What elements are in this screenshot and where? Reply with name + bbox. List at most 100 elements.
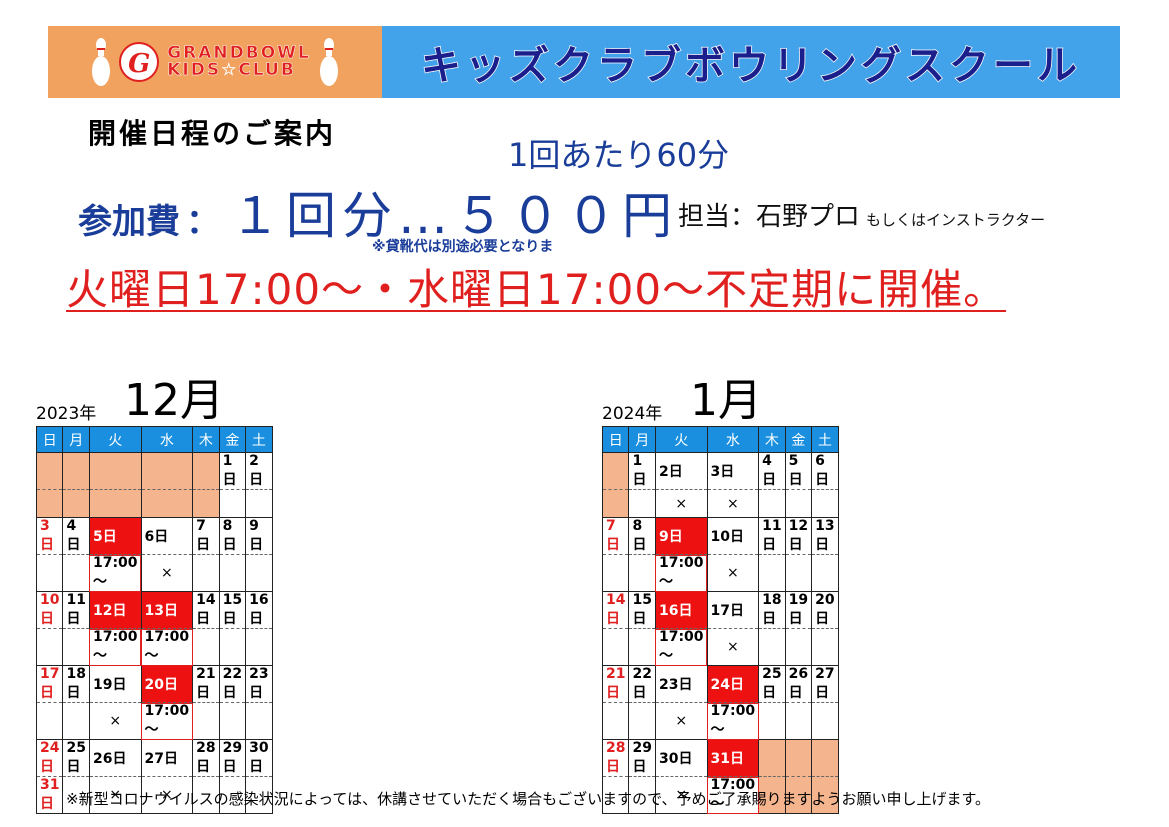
bowling-pin-icon <box>92 38 111 86</box>
schedule-summary: 火曜日17:00～・水曜日17:00～不定期に開催。 <box>66 265 1007 314</box>
calendar-status <box>62 628 90 666</box>
calendar-date: 22日 <box>628 665 656 703</box>
calendar-date: 14日 <box>601 591 630 629</box>
calendar-status <box>35 628 64 666</box>
calendar-status: 17:00～ <box>140 628 194 666</box>
calendar-date: 31日 <box>706 739 760 777</box>
calendar-status <box>62 489 90 518</box>
calendar-date: 16日 <box>245 591 273 629</box>
weekday-header: 日 <box>35 426 64 453</box>
calendar-status <box>758 489 786 518</box>
calendar-status <box>218 554 247 592</box>
calendar-status <box>628 628 656 666</box>
calendar-date: 10日 <box>35 591 64 629</box>
weekday-header: 月 <box>628 426 656 453</box>
calendar-status <box>62 776 90 814</box>
calendar-date: 7日 <box>192 517 220 555</box>
calendar-date <box>784 739 813 777</box>
calendar-date: 30日 <box>654 739 708 777</box>
calendar-status: × <box>654 489 708 518</box>
calendar-status <box>784 554 813 592</box>
calendar-status <box>758 554 786 592</box>
calendar-grid: 日月火水木金土 1日 2日 3日 4日 5日 6日 7日 8日 9日 17:00～ × 10日 11日 12… <box>35 426 273 814</box>
calendar-status <box>88 489 142 518</box>
weekday-header: 火 <box>88 426 142 453</box>
instructor-line: 担当：石野プロ もしくはインストラクター <box>678 196 1045 233</box>
fee-colon: ： <box>186 202 220 242</box>
calendar-date: 25日 <box>62 739 90 777</box>
weekday-header: 木 <box>192 426 220 453</box>
calendar-status: × <box>654 702 708 740</box>
weekday-header: 水 <box>706 426 760 453</box>
calendar-date: 4日 <box>758 452 786 490</box>
calendar-date <box>758 739 786 777</box>
calendar-date: 27日 <box>811 665 839 703</box>
calendar-status <box>628 489 656 518</box>
calendar-date: 13日 <box>811 517 839 555</box>
calendar-status <box>601 628 630 666</box>
calendar-date: 20日 <box>811 591 839 629</box>
calendar-date: 3日 <box>35 517 64 555</box>
calendar-date: 5日 <box>784 452 813 490</box>
calendar-date: 30日 <box>245 739 273 777</box>
calendar-status: × <box>706 489 760 518</box>
calendar-status: × <box>654 776 708 814</box>
logo-line-2: KIDS☆CLUB <box>167 60 296 80</box>
calendar-status <box>192 554 220 592</box>
calendar-date: 2日 <box>654 452 708 490</box>
calendar-status: 17:00～ <box>706 776 760 814</box>
calendar-date: 6日 <box>811 452 839 490</box>
calendar-status: × <box>140 554 194 592</box>
calendar-date: 26日 <box>88 739 142 777</box>
calendar-status <box>192 628 220 666</box>
instructor: 担当：石野プロ <box>678 202 861 232</box>
calendar-date <box>140 452 194 490</box>
calendar-date: 19日 <box>88 665 142 703</box>
calendar-status <box>811 554 839 592</box>
calendar-status <box>628 554 656 592</box>
calendar-date <box>811 739 839 777</box>
calendar-date: 11日 <box>758 517 786 555</box>
calendar-date: 15日 <box>218 591 247 629</box>
calendar-date <box>88 452 142 490</box>
calendar-date: 9日 <box>245 517 273 555</box>
calendar-date: 1日 <box>218 452 247 490</box>
calendar-date: 22日 <box>218 665 247 703</box>
calendar-status <box>628 702 656 740</box>
weekday-header: 土 <box>811 426 839 453</box>
logo-wordmark: GRANDBOWL KIDS☆CLUB <box>167 44 311 80</box>
calendar-status <box>758 702 786 740</box>
calendar-status: 17:00～ <box>88 628 142 666</box>
calendar-status <box>811 628 839 666</box>
session-duration: 1回あたり60分 <box>508 136 730 174</box>
header-banner: G GRANDBOWL KIDS☆CLUB キッズクラブボウリングスクール <box>48 26 1120 98</box>
calendar-date: 9日 <box>654 517 708 555</box>
calendar-date: 17日 <box>35 665 64 703</box>
fee-label: 参加費 <box>78 202 180 242</box>
calendar-date: 2日 <box>245 452 273 490</box>
calendar-status <box>218 489 247 518</box>
instructor-alt: もしくはインストラクター <box>866 211 1046 229</box>
calendar-header: 2024年 1月 <box>602 364 902 426</box>
school-title-bar: キッズクラブボウリングスクール <box>382 26 1120 98</box>
calendar-status: 31日 <box>35 776 64 814</box>
calendar-status <box>140 489 194 518</box>
calendar-status <box>218 702 247 740</box>
calendar-date: 20日 <box>140 665 194 703</box>
calendar-date: 23日 <box>654 665 708 703</box>
calendar-date: 1日 <box>628 452 656 490</box>
schedule-heading: 開催日程のご案内 <box>88 117 337 150</box>
weekday-header: 土 <box>245 426 273 453</box>
calendar-date: 16日 <box>654 591 708 629</box>
calendar-date <box>601 452 630 490</box>
calendar-date: 3日 <box>706 452 760 490</box>
calendar-date: 29日 <box>628 739 656 777</box>
calendar-status <box>218 776 247 814</box>
calendar-date: 24日 <box>35 739 64 777</box>
calendar-month: 12月 <box>124 375 224 426</box>
calendar-status: × <box>706 554 760 592</box>
calendar-status <box>601 554 630 592</box>
calendar-date: 10日 <box>706 517 760 555</box>
calendar-status: × <box>140 776 194 814</box>
calendar-status <box>245 776 273 814</box>
